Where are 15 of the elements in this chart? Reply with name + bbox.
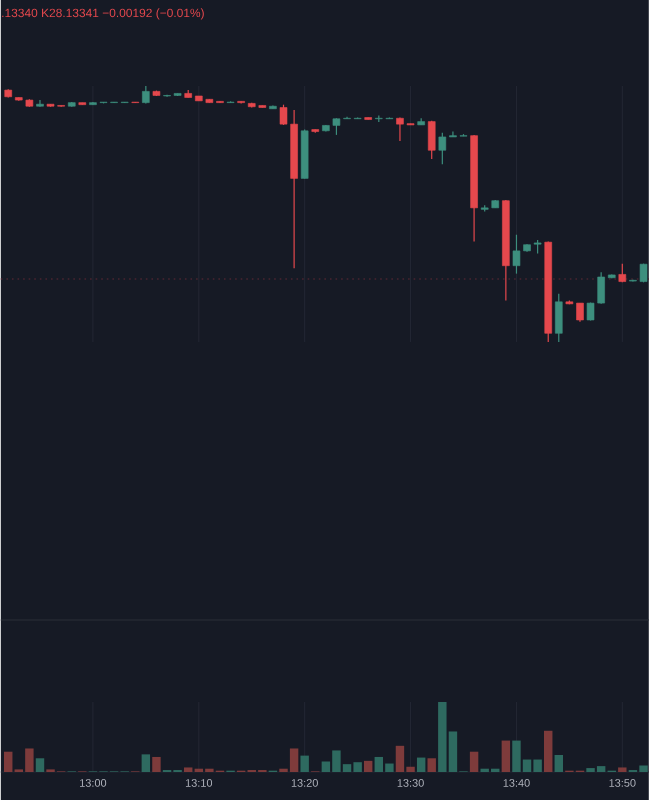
bar — [544, 730, 553, 772]
bar — [427, 758, 437, 772]
candlestick — [428, 120, 436, 160]
candlestick — [555, 293, 563, 343]
bar — [364, 760, 373, 772]
candlestick — [301, 128, 309, 180]
bar — [141, 754, 151, 772]
candlestick — [36, 99, 44, 108]
bar — [554, 754, 564, 772]
bar — [470, 751, 479, 772]
bar — [417, 757, 426, 772]
bar — [300, 755, 310, 772]
bar — [152, 756, 161, 772]
bar — [501, 740, 511, 772]
bar — [35, 758, 45, 772]
